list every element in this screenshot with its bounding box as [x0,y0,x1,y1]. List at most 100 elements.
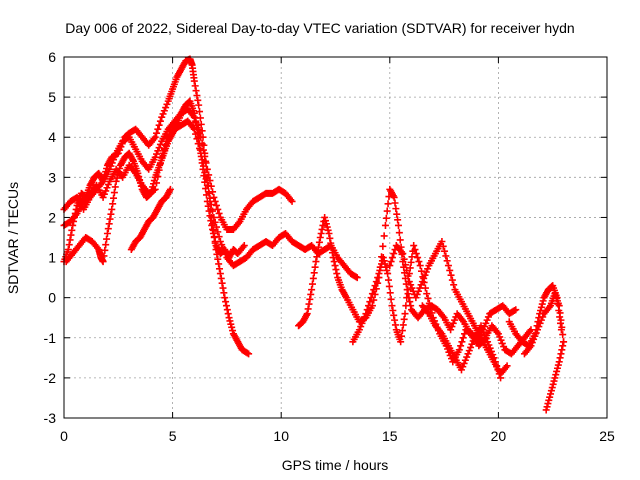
data-point [307,290,315,298]
data-point [495,370,503,378]
data-point [192,119,200,127]
data-point [211,238,219,246]
series-arc5 [127,185,174,254]
data-point [365,302,373,310]
data-point [102,241,110,249]
data-point [380,232,388,240]
data-point [136,179,144,187]
data-point [207,182,215,190]
data-point [197,120,205,128]
data-point [438,238,446,246]
data-point [107,210,115,218]
data-point [539,313,547,321]
data-point [404,272,412,280]
data-point [114,171,122,179]
data-point [392,205,400,213]
data-point [190,109,198,117]
data-point [481,331,489,339]
x-axis-label: GPS time / hours [282,457,389,473]
data-point [212,201,220,209]
data-point [109,200,117,208]
data-point [322,220,330,228]
data-point [460,359,468,367]
data-point [414,254,422,262]
data-point [447,326,455,334]
data-point [384,270,392,278]
data-point [99,258,107,266]
data-point [191,114,199,122]
data-point [367,294,375,302]
data-point [390,250,398,258]
data-point [496,333,504,341]
data-point [459,363,467,371]
x-tick-label: 15 [382,428,398,444]
data-point [547,390,555,398]
chart-title: Day 006 of 2022, Sidereal Day-to-day VTE… [65,20,574,36]
data-point [99,193,107,201]
data-point [321,213,329,221]
data-point [408,284,416,292]
data-point [150,177,158,185]
data-point [113,174,121,182]
data-point [311,263,319,271]
data-point [374,274,382,282]
y-tick-label: 6 [48,49,56,65]
data-point [156,140,164,148]
data-point [190,77,198,85]
data-point [400,315,408,323]
data-point [399,250,407,258]
data-point [383,266,391,274]
data-point [154,125,162,133]
data-point [214,255,222,263]
data-point [464,350,472,358]
data-point [405,278,413,286]
data-point [146,190,154,198]
data-point [199,165,207,173]
data-point [446,266,454,274]
data-point [325,229,333,237]
data-point [558,323,566,331]
data-point [361,313,369,321]
data-point [423,290,431,298]
data-point [328,244,336,252]
series-arc11 [520,290,568,358]
data-point [412,294,420,302]
data-point [105,220,113,228]
data-point [363,306,371,314]
series-arc6 [295,185,520,346]
data-point [66,236,74,244]
data-point [322,217,330,225]
data-point [535,323,543,331]
data-point [549,380,557,388]
data-point [532,329,540,337]
data-point [198,159,206,167]
data-point [556,354,564,362]
data-point [427,304,435,312]
data-point [205,207,213,215]
data-point [418,278,426,286]
data-point [376,266,384,274]
data-point [149,180,157,188]
data-point [503,362,511,370]
data-point [387,295,395,303]
x-tick-label: 10 [273,428,289,444]
y-tick-label: 1 [48,250,56,266]
data-point [196,140,204,148]
data-point [330,258,338,266]
data-point [211,218,219,226]
data-point [497,336,505,344]
data-point [461,356,469,364]
data-point [484,313,492,321]
data-point [386,289,394,297]
data-point [218,241,226,249]
data-point [222,302,230,310]
data-point [104,225,112,233]
data-point [202,185,210,193]
data-point [391,321,399,329]
data-point [407,281,415,289]
data-point [500,343,508,351]
data-point [512,306,520,314]
data-point [158,113,166,121]
data-point [155,121,163,129]
data-point [225,314,233,322]
